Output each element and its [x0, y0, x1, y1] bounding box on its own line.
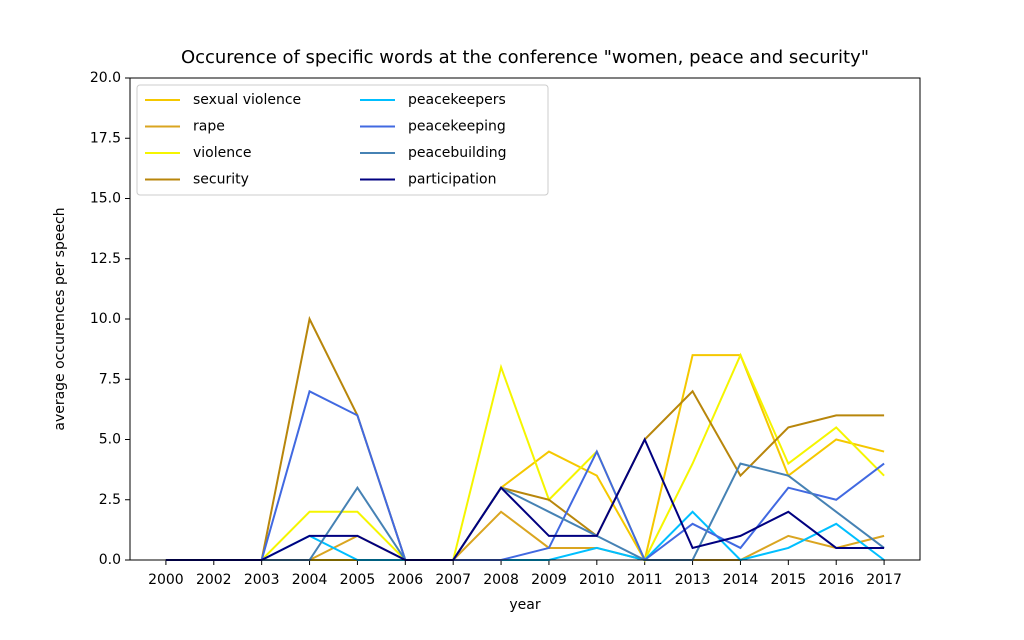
x-tick-label: 2009: [531, 572, 567, 588]
y-tick-label: 10.0: [90, 311, 121, 327]
series-line: [165, 352, 885, 563]
series-line: [165, 437, 885, 561]
x-tick-label: 2006: [387, 572, 423, 588]
y-tick-label: 0.0: [99, 552, 121, 568]
legend-label: security: [193, 172, 249, 188]
x-tick-label: 2002: [196, 572, 232, 588]
legend-label: violence: [193, 145, 251, 161]
x-tick-label: 2000: [148, 572, 184, 588]
x-tick-label: 2010: [579, 572, 615, 588]
y-tick-label: 7.5: [99, 371, 121, 387]
plot-frame: [129, 77, 921, 561]
x-tick-label: 2004: [292, 572, 328, 588]
x-tick-label: 2017: [866, 572, 902, 588]
y-tick-label: 12.5: [90, 251, 121, 267]
y-tick-label: 5.0: [99, 432, 121, 448]
legend-label: sexual violence: [193, 92, 301, 108]
series-line: [165, 389, 885, 562]
y-tick-label: 15.0: [90, 191, 121, 207]
legend-label: peacekeepers: [408, 92, 506, 108]
y-tick-label: 2.5: [99, 492, 121, 508]
x-tick-label: 2014: [723, 572, 759, 588]
series-line: [165, 315, 885, 561]
chart-title: Occurence of specific words at the confe…: [181, 47, 869, 68]
x-tick-label: 2007: [435, 572, 471, 588]
x-tick-label: 2011: [627, 572, 663, 588]
y-tick-label: 17.5: [90, 130, 121, 146]
x-tick-label: 2008: [483, 572, 519, 588]
y-axis-label: average occurences per speech: [52, 207, 68, 430]
x-tick-label: 2013: [675, 572, 711, 588]
legend-box: [136, 84, 549, 196]
x-tick-label: 2016: [818, 572, 854, 588]
legend-label: peacekeeping: [408, 119, 506, 135]
legend-label: participation: [408, 172, 496, 188]
x-axis-label: year: [509, 597, 540, 613]
y-tick-label: 20.0: [90, 70, 121, 86]
x-tick-label: 2005: [340, 572, 376, 588]
legend-label: rape: [193, 119, 225, 135]
legend-label: peacebuilding: [408, 145, 506, 161]
x-tick-label: 2015: [771, 572, 807, 588]
x-tick-label: 2003: [244, 572, 280, 588]
